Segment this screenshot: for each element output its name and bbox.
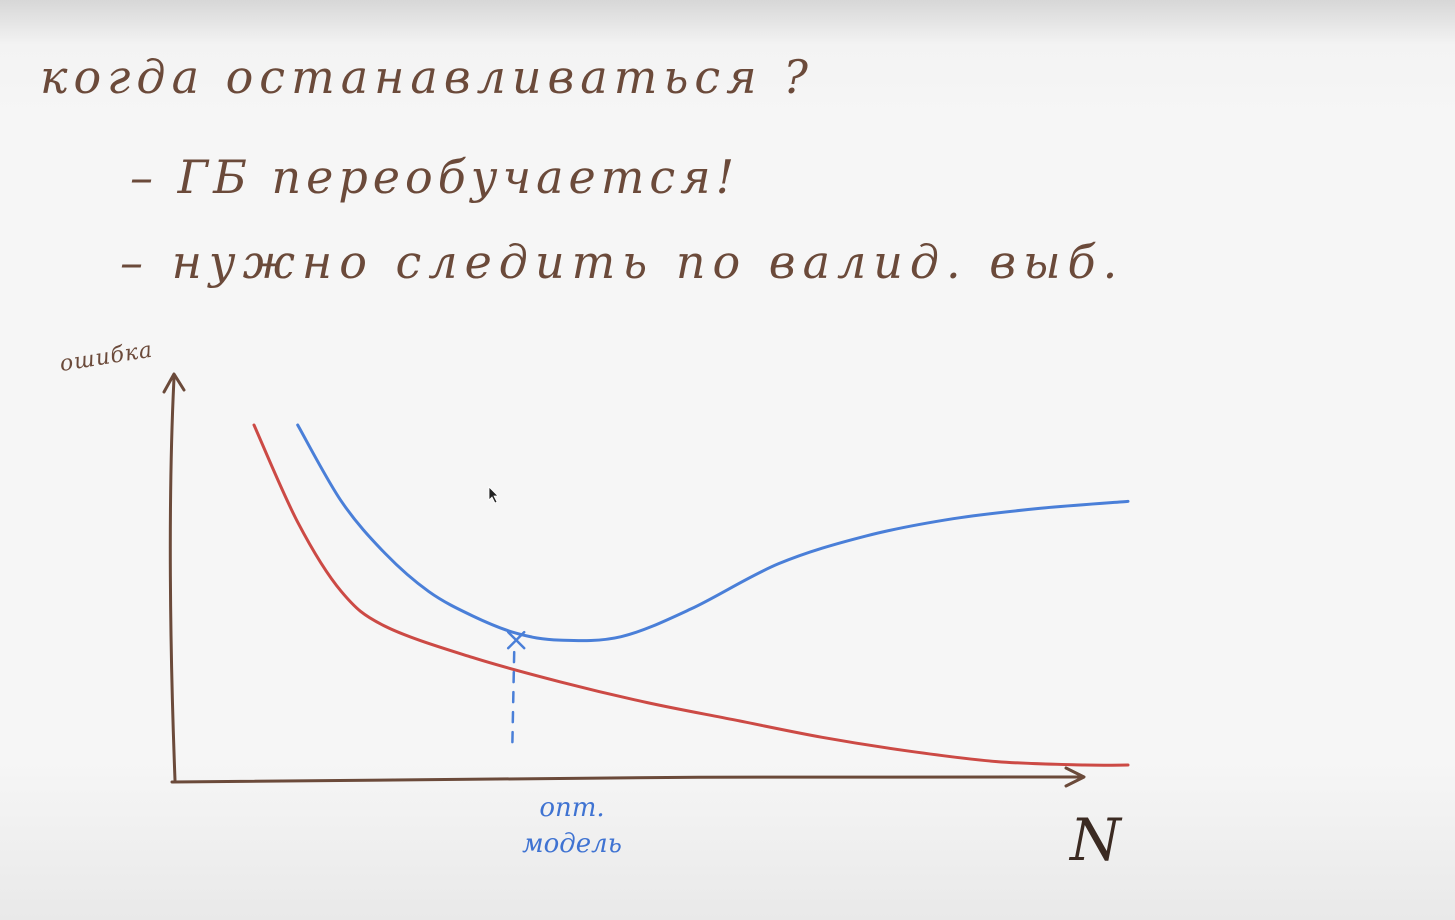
note-overfitting: – ГБ переобучается! [130,150,740,204]
series-line-validation-error [296,423,1130,643]
series-line-train-error [252,423,1130,767]
x-axis-label: N [1068,806,1123,874]
optimal-model-label-text: опт. модель [522,793,622,859]
optimal-model-label: опт. модель [492,790,652,862]
annotation-layer [506,630,526,754]
mouse-pointer-icon [488,486,499,504]
x-axis [170,775,1084,784]
note-question: когда останавливаться ? [40,50,814,104]
x-axis-arrowhead [1064,766,1086,788]
x-axis-label-text: N [1068,806,1123,874]
note-validation: – нужно следить по валид. выб. [120,235,1125,289]
y-axis [168,376,177,782]
optimum-dropline [510,650,516,754]
y-axis-arrowhead [162,372,186,394]
optimum-marker [506,630,526,650]
series-layer [252,423,1130,767]
chart-axes [162,372,1086,788]
